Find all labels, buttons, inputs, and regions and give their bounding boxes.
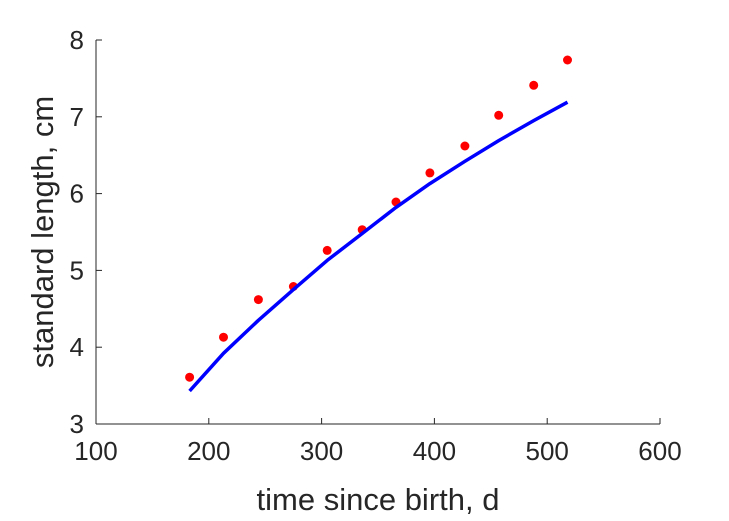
data-point-7 [425,168,435,178]
y-tick-label-4: 7 [70,102,84,132]
y-tick-label-5: 8 [70,25,84,55]
data-point-11 [563,55,572,65]
data-point-2 [253,295,263,305]
x-tick-label-3: 400 [413,436,456,466]
x-tick-label-4: 500 [526,436,569,466]
x-axis-label: time since birth, d [257,482,500,517]
y-tick-label-3: 6 [70,179,84,209]
data-point-4 [322,245,332,255]
y-tick-label-0: 3 [70,409,84,439]
fitted-curve [188,100,569,393]
y-ticks: 3 4 5 6 7 8 [70,25,102,439]
x-tick-label-0: 100 [74,436,117,466]
x-tick-label-5: 600 [638,436,681,466]
data-point-1 [219,332,228,342]
axes [95,40,660,425]
x-tick-label-2: 300 [300,436,343,466]
y-tick-label-2: 5 [70,255,84,285]
series-layer [185,55,572,393]
data-point-8 [460,141,470,151]
y-tick-label-1: 4 [70,332,84,362]
x-tick-label-1: 200 [187,436,230,466]
data-point-0 [185,372,195,382]
y-axis-label: standard length, cm [25,96,60,368]
x-ticks: 100 200 300 400 500 600 [74,418,682,466]
data-point-10 [529,80,539,90]
data-point-9 [494,110,504,120]
